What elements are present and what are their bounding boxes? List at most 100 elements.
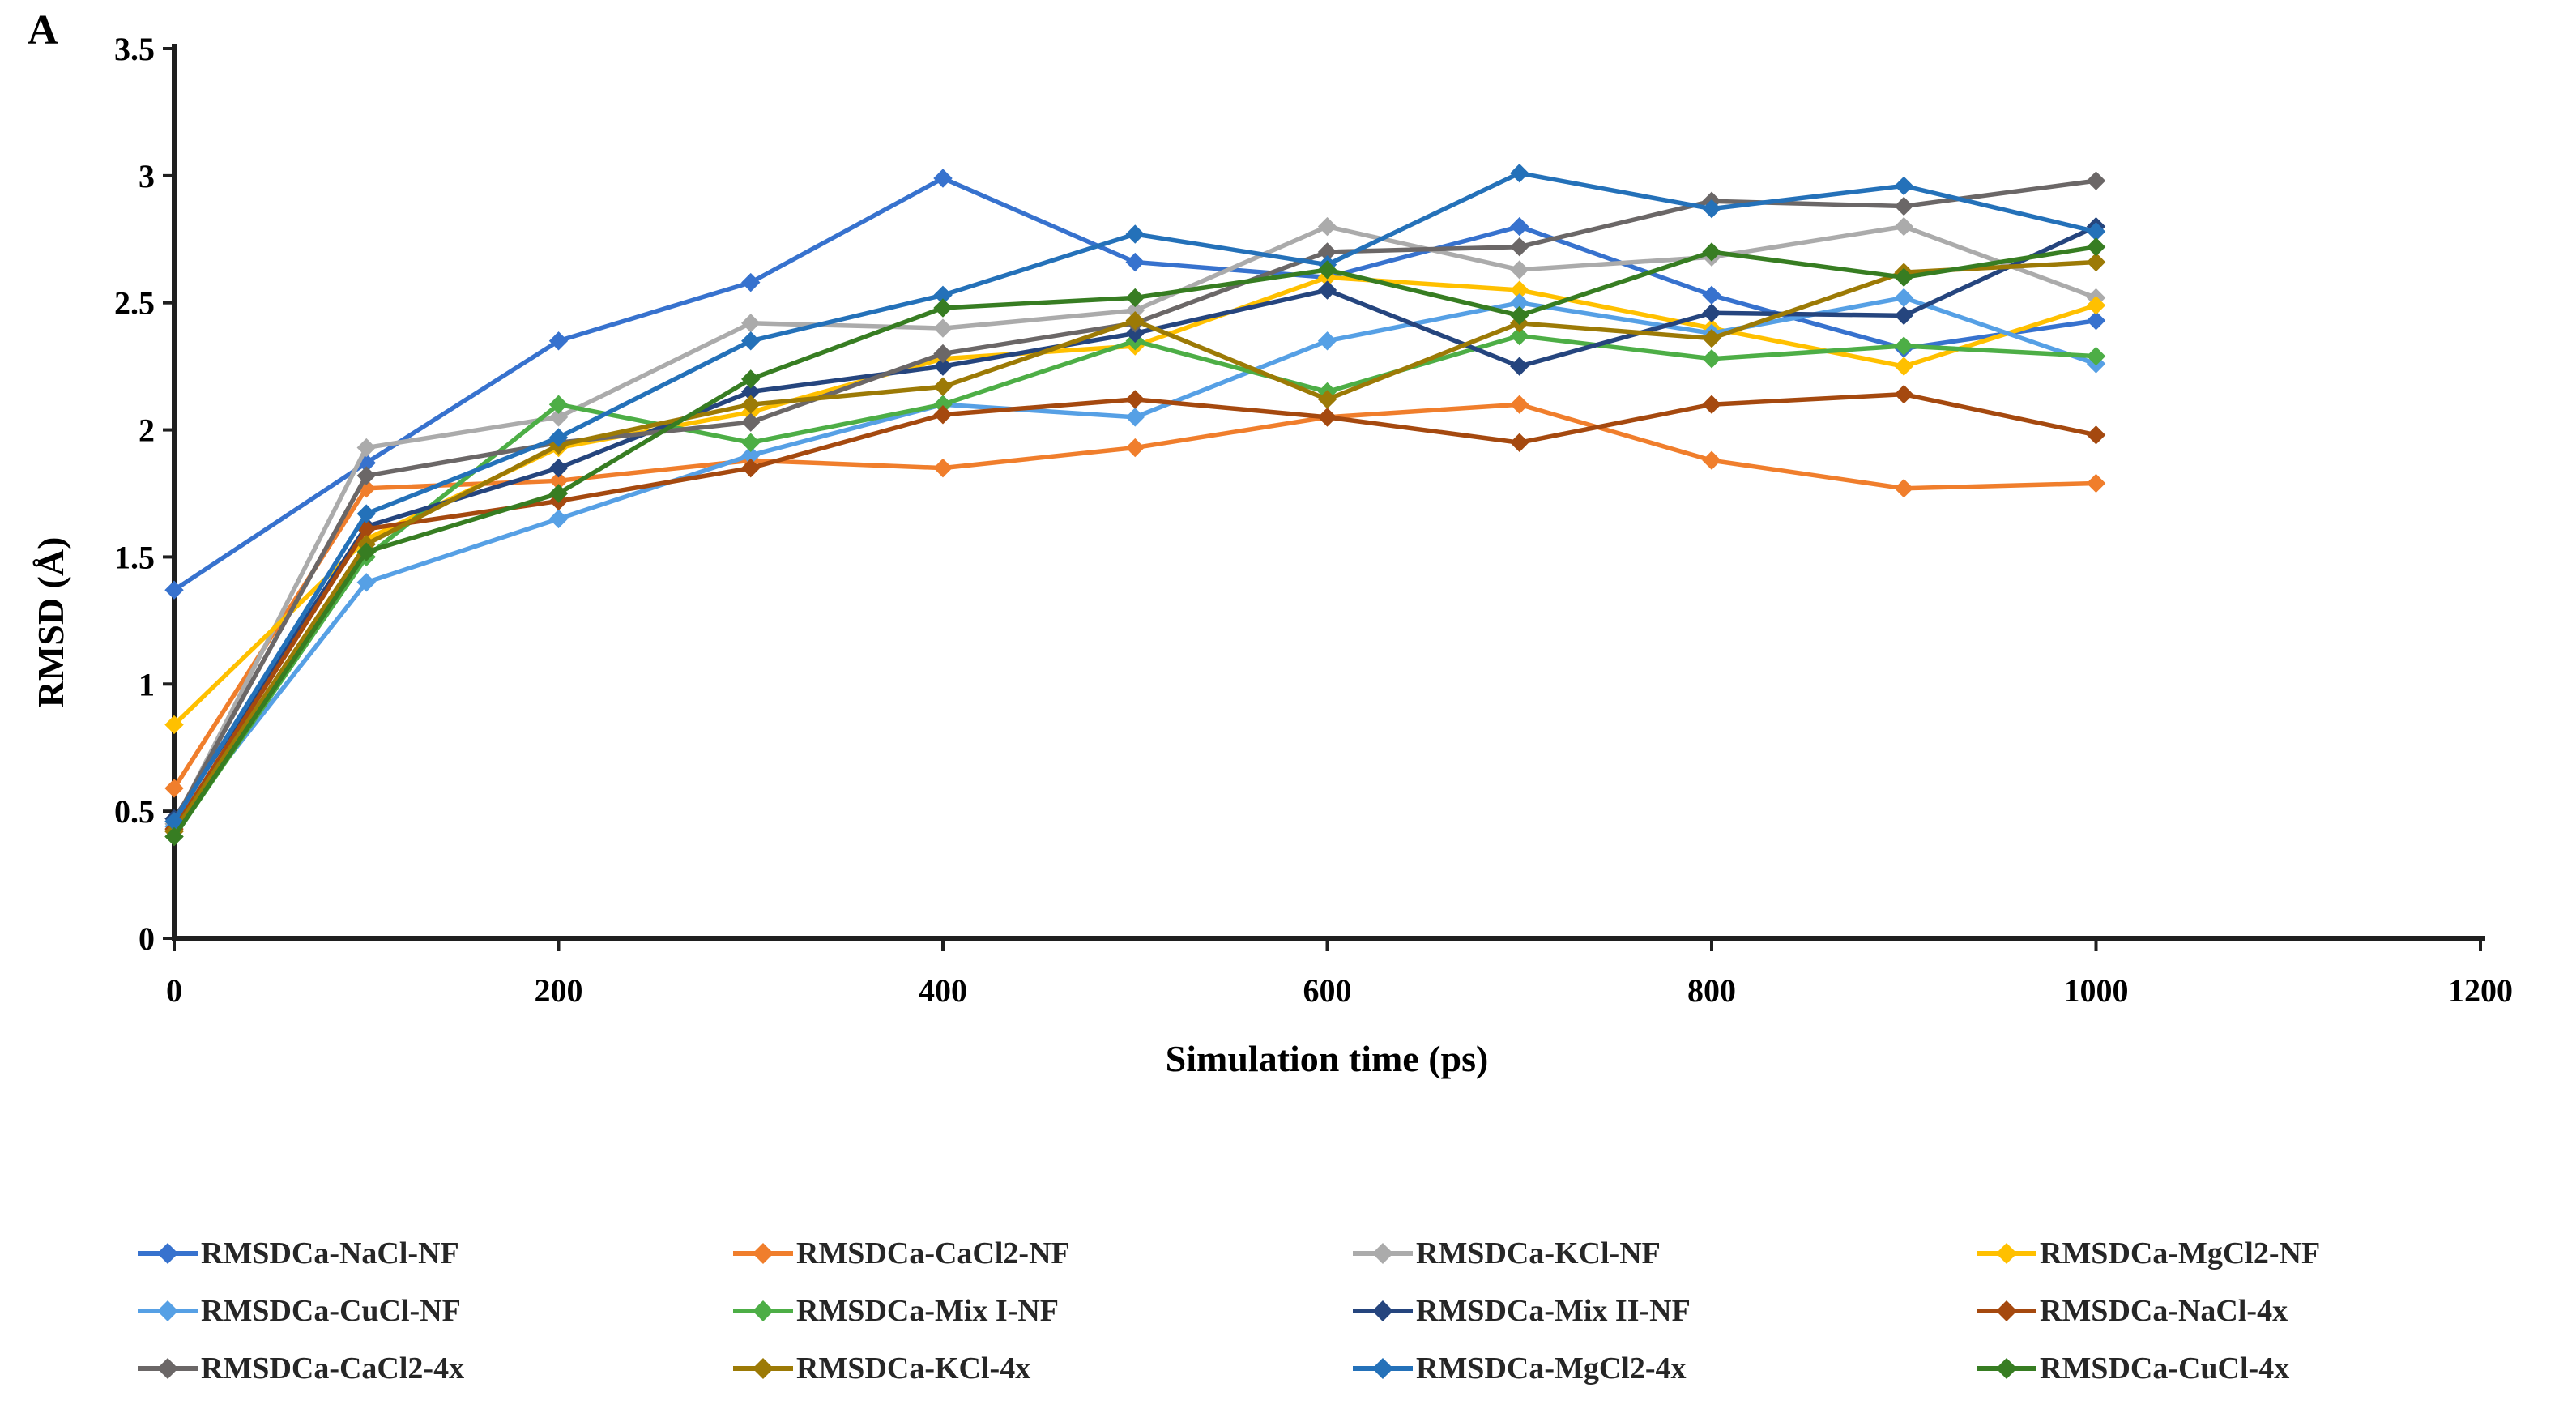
data-point-marker [1510,164,1529,183]
data-point-marker [933,298,953,318]
data-point-marker [2086,473,2106,493]
data-point-marker [1702,199,1721,219]
y-tick-label: 1 [139,666,155,702]
data-point-marker [1894,267,1913,288]
data-point-marker [1125,288,1145,308]
y-tick-label: 0.5 [114,793,155,830]
data-point-marker [1510,395,1529,414]
data-point-marker [548,458,569,478]
y-axis-title: RMSD (Å) [30,537,71,708]
data-point-marker [1894,305,1913,326]
data-point-marker [1702,450,1721,470]
data-point-marker [2086,171,2106,190]
data-point-marker [1894,336,1913,356]
data-point-marker [164,779,184,798]
data-point-marker [2086,237,2106,257]
y-tick-label: 3 [139,158,155,194]
data-point-marker [1510,237,1529,257]
data-point-marker [1702,242,1721,262]
x-axis-title: Simulation time (ps) [1166,1038,1489,1079]
data-point-marker [1317,331,1337,351]
data-point-marker [933,318,953,338]
data-point-marker [1317,216,1337,237]
data-point-marker [933,405,953,425]
data-point-marker [933,169,953,188]
y-tick-label: 3.5 [114,31,155,67]
data-point-marker [548,428,569,447]
data-point-marker [1894,176,1913,196]
x-tick-label: 800 [1687,972,1736,1009]
data-point-marker [1125,408,1145,427]
data-point-marker [1317,390,1337,409]
data-point-marker [741,458,761,478]
data-point-marker [741,412,761,432]
x-tick-label: 600 [1303,972,1352,1009]
data-point-marker [548,395,569,414]
y-tick-label: 1.5 [114,539,155,575]
data-point-marker [164,580,184,600]
series-RMSDCa-CuCl-NF [164,288,2106,836]
data-point-marker [1894,356,1913,376]
data-point-marker [933,458,953,478]
data-point-marker [356,542,376,561]
data-point-marker [1510,305,1529,326]
data-point-marker [1894,479,1913,498]
x-tick-label: 1200 [2448,972,2513,1009]
data-point-marker [1317,280,1337,300]
data-point-marker [1702,328,1721,348]
data-point-marker [1125,438,1145,458]
data-point-marker [1702,285,1721,305]
axis-labels: 0 0.5 1 1.5 2 2.5 3 3.5 0 200 400 600 800 1000 1200 [114,31,2513,1009]
data-point-marker [1125,323,1145,344]
series-RMSDCa-Mix II-NF [164,216,2106,829]
data-point-marker [1894,288,1913,308]
data-point-marker [1894,196,1913,216]
data-point-marker [1894,216,1913,237]
data-point-marker [933,344,953,364]
data-point-marker [1125,310,1145,331]
data-point-marker [933,377,953,396]
y-tick-label: 2 [139,412,155,449]
series-RMSDCa-CuCl-4x [164,237,2106,847]
data-point-marker [1125,224,1145,244]
data-point-marker [356,438,376,458]
data-point-marker [741,272,761,292]
y-tick-label: 0 [139,920,155,957]
x-tick-label: 1000 [2064,972,2129,1009]
data-point-marker [356,573,376,592]
data-point-marker [2086,252,2106,272]
data-point-marker [1702,395,1721,414]
data-series [164,164,2106,847]
axes [163,44,2485,951]
data-point-marker [1702,303,1721,322]
data-point-marker [164,826,184,847]
data-point-marker [1510,433,1529,452]
data-point-marker [2086,296,2106,315]
data-point-marker [2086,310,2106,331]
data-point-marker [356,504,376,523]
data-point-marker [741,331,761,351]
data-point-marker [741,433,761,452]
data-point-marker [1125,252,1145,272]
data-point-marker [356,466,376,485]
data-point-marker [1894,384,1913,404]
data-point-marker [1510,216,1529,237]
data-point-marker [741,314,761,333]
data-point-marker [548,484,569,503]
data-point-marker [741,395,761,414]
x-tick-label: 0 [166,972,182,1009]
data-point-marker [164,715,184,735]
series-RMSDCa-MgCl2-4x [164,164,2106,831]
data-point-marker [1317,260,1337,280]
data-point-marker [1125,390,1145,409]
data-point-marker [2086,346,2106,366]
data-point-marker [933,356,953,376]
data-point-marker [548,509,569,529]
series-RMSDCa-KCl-4x [164,252,2106,841]
y-tick-label: 2.5 [114,285,155,322]
data-point-marker [1510,356,1529,376]
data-point-marker [1317,408,1337,427]
data-point-marker [1702,349,1721,369]
